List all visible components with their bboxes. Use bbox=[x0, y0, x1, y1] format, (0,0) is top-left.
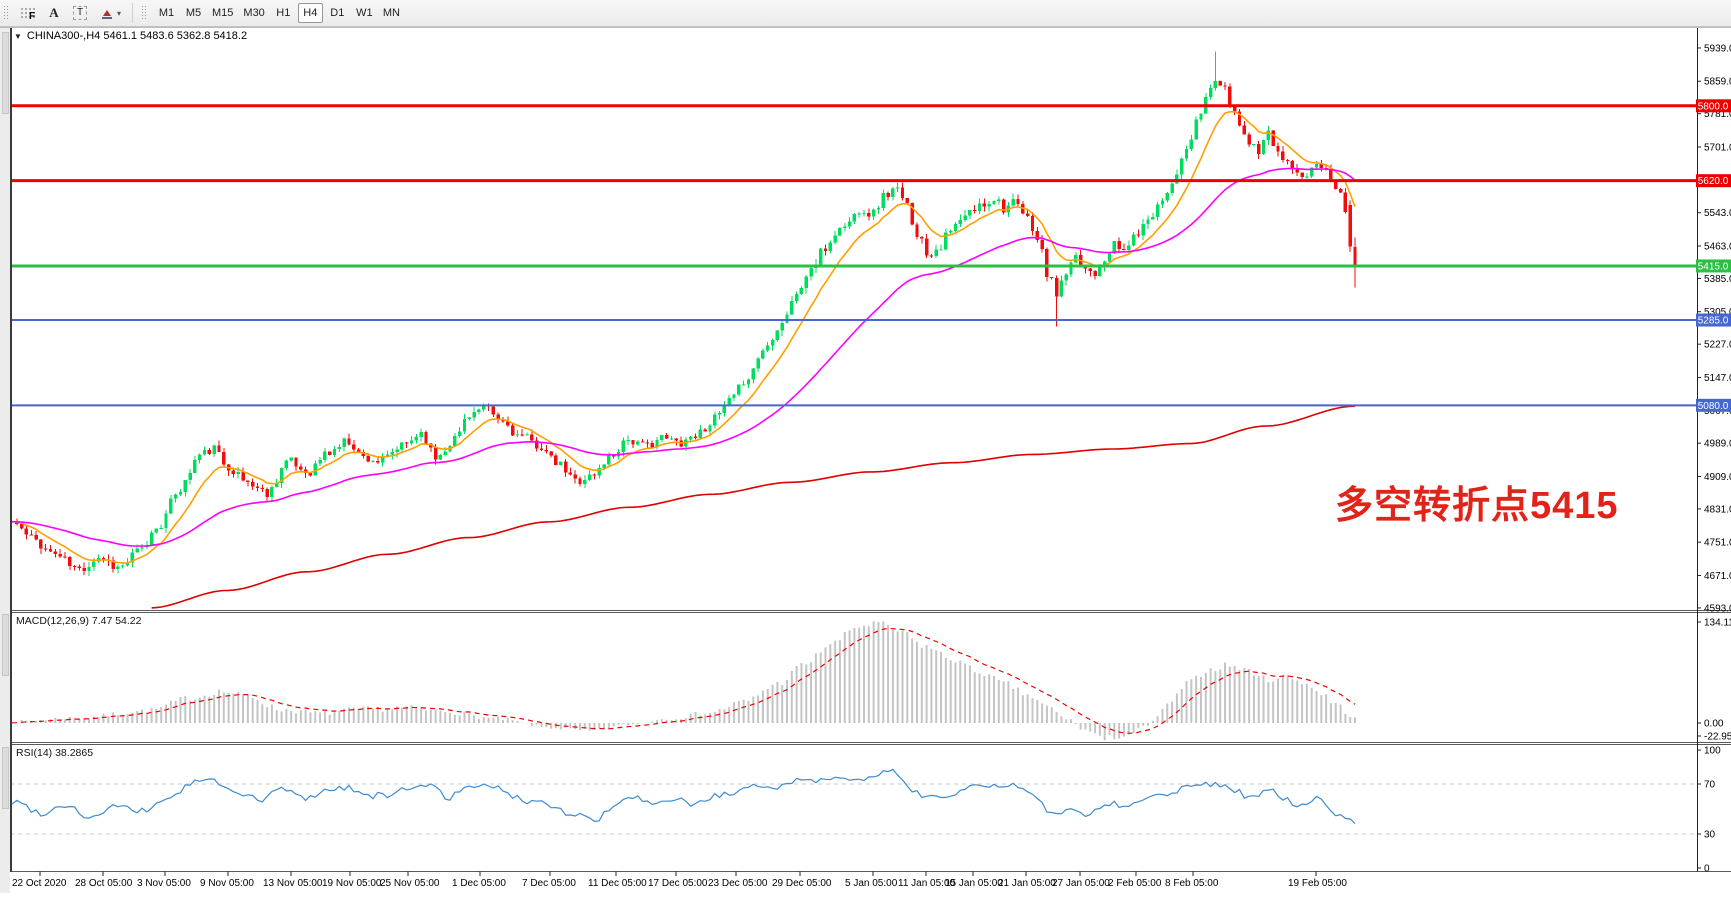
moving-averages-layer bbox=[11, 110, 1356, 609]
svg-text:5463.0: 5463.0 bbox=[1704, 241, 1731, 252]
svg-text:F: F bbox=[29, 11, 35, 20]
svg-text:5620.0: 5620.0 bbox=[1698, 176, 1729, 187]
svg-text:100: 100 bbox=[1704, 746, 1721, 757]
svg-text:29 Dec 05:00: 29 Dec 05:00 bbox=[772, 878, 832, 889]
timeframe-h1-button[interactable]: H1 bbox=[271, 3, 296, 23]
svg-text:4989.0: 4989.0 bbox=[1704, 439, 1731, 450]
ma-mid-line bbox=[11, 167, 1356, 547]
svg-text:3 Nov 05:00: 3 Nov 05:00 bbox=[137, 878, 191, 889]
chart-area: 5939.0 5859.0 5781.0 5701.0 5543.0 5463.0 5385… bbox=[10, 28, 1731, 893]
svg-text:19 Feb 05:00: 19 Feb 05:00 bbox=[1288, 878, 1347, 889]
svg-text:0.00: 0.00 bbox=[1704, 719, 1724, 730]
svg-text:5227.0: 5227.0 bbox=[1704, 340, 1731, 351]
svg-text:5147.0: 5147.0 bbox=[1704, 373, 1731, 384]
arrows-tool-button[interactable]: ▾ bbox=[93, 2, 127, 24]
rsi-pane bbox=[10, 768, 1697, 835]
macd-signal-line bbox=[12, 627, 1356, 734]
svg-text:5305.0: 5305.0 bbox=[1704, 307, 1731, 318]
window-border bbox=[0, 27, 1731, 28]
rsi-line bbox=[11, 768, 1356, 825]
svg-text:5939.0: 5939.0 bbox=[1704, 43, 1731, 54]
svg-text:13 Nov 05:00: 13 Nov 05:00 bbox=[263, 878, 323, 889]
svg-text:5859.0: 5859.0 bbox=[1704, 77, 1731, 88]
svg-text:5701.0: 5701.0 bbox=[1704, 142, 1731, 153]
label-tool-button[interactable]: T bbox=[67, 2, 93, 24]
svg-text:4593.0: 4593.0 bbox=[1704, 603, 1731, 614]
timeframe-h4-button[interactable]: H4 bbox=[297, 3, 323, 23]
svg-text:5285.0: 5285.0 bbox=[1698, 316, 1729, 327]
ma-fast-line bbox=[11, 110, 1356, 564]
text-tool-icon: A bbox=[49, 5, 59, 20]
annotation-text[interactable]: 多空转折点5415 bbox=[1335, 485, 1619, 527]
chart-title-text: CHINA300-,H4 5461.1 5483.6 5362.8 5418.2 bbox=[26, 30, 248, 42]
timeframe-m1-button[interactable]: M1 bbox=[154, 3, 179, 23]
svg-text:5543.0: 5543.0 bbox=[1704, 208, 1731, 219]
svg-text:15 Jan 05:00: 15 Jan 05:00 bbox=[945, 878, 1003, 889]
svg-text:4751.0: 4751.0 bbox=[1704, 538, 1731, 549]
svg-text:7 Dec 05:00: 7 Dec 05:00 bbox=[522, 878, 576, 889]
svg-text:22 Oct 2020: 22 Oct 2020 bbox=[12, 878, 67, 889]
svg-text:4831.0: 4831.0 bbox=[1704, 504, 1731, 515]
svg-text:1 Dec 05:00: 1 Dec 05:00 bbox=[452, 878, 506, 889]
svg-text:-22.95: -22.95 bbox=[1704, 732, 1731, 743]
timeframe-m15-button[interactable]: M15 bbox=[208, 3, 237, 23]
timeframe-mn-button[interactable]: MN bbox=[379, 3, 404, 23]
horizontal-lines-layer bbox=[10, 104, 1697, 407]
svg-text:11 Jan 05:00: 11 Jan 05:00 bbox=[898, 878, 956, 889]
rsi-indicator-label: RSI(14) 38.2865 bbox=[16, 747, 94, 759]
svg-text:17 Dec 05:00: 17 Dec 05:00 bbox=[648, 878, 708, 889]
chevron-down-icon: ▾ bbox=[116, 8, 121, 18]
toolbar: F A T ▾ M1 M5 M15 M30 H1 H4 D1 W1 MN bbox=[0, 0, 1731, 27]
svg-text:134.11: 134.11 bbox=[1704, 618, 1731, 629]
toolbar-grip-2[interactable] bbox=[141, 5, 147, 21]
ma-slow-line bbox=[151, 405, 1356, 609]
svg-text:11 Dec 05:00: 11 Dec 05:00 bbox=[588, 878, 647, 889]
chart-title: ▼ CHINA300-,H4 5461.1 5483.6 5362.8 5418… bbox=[14, 30, 247, 42]
pane-grip-main[interactable] bbox=[2, 32, 9, 114]
pane-grip-macd[interactable] bbox=[2, 614, 9, 676]
fibonacci-lines-icon: F bbox=[21, 8, 35, 20]
text-tool-button[interactable]: A bbox=[41, 2, 67, 24]
svg-text:27 Jan 05:00: 27 Jan 05:00 bbox=[1052, 878, 1110, 889]
timeframe-d1-button[interactable]: D1 bbox=[325, 3, 350, 23]
svg-text:21 Jan 05:00: 21 Jan 05:00 bbox=[998, 878, 1056, 889]
svg-text:23 Dec 05:00: 23 Dec 05:00 bbox=[708, 878, 768, 889]
timeframe-w1-button[interactable]: W1 bbox=[352, 3, 377, 23]
toolbar-separator bbox=[132, 3, 133, 23]
svg-text:9 Nov 05:00: 9 Nov 05:00 bbox=[200, 878, 254, 889]
svg-text:19 Nov 05:00: 19 Nov 05:00 bbox=[322, 878, 382, 889]
svg-text:5080.0: 5080.0 bbox=[1698, 401, 1729, 412]
timeframe-m30-button[interactable]: M30 bbox=[239, 3, 268, 23]
timeframe-m5-button[interactable]: M5 bbox=[181, 3, 206, 23]
svg-text:30: 30 bbox=[1704, 830, 1716, 841]
svg-text:28 Oct 05:00: 28 Oct 05:00 bbox=[75, 878, 133, 889]
svg-text:0: 0 bbox=[1704, 864, 1710, 875]
toolbar-grip[interactable] bbox=[3, 5, 9, 21]
svg-text:5415.0: 5415.0 bbox=[1698, 261, 1729, 272]
macd-indicator-label: MACD(12,26,9) 7.47 54.22 bbox=[16, 615, 142, 627]
svg-text:5800.0: 5800.0 bbox=[1698, 101, 1729, 112]
label-tool-icon: T bbox=[72, 6, 88, 20]
chart-canvas[interactable]: 5939.0 5859.0 5781.0 5701.0 5543.0 5463.0 5385… bbox=[10, 28, 1731, 893]
svg-text:8 Feb 05:00: 8 Feb 05:00 bbox=[1165, 878, 1219, 889]
svg-text:4909.0: 4909.0 bbox=[1704, 472, 1731, 483]
date-axis: 22 Oct 2020 28 Oct 05:00 3 Nov 05:00 9 Nov … bbox=[12, 871, 1347, 889]
fibonacci-tool-button[interactable]: F bbox=[15, 2, 41, 24]
svg-text:70: 70 bbox=[1704, 780, 1716, 791]
svg-text:5781.0: 5781.0 bbox=[1704, 109, 1731, 120]
svg-text:2 Feb 05:00: 2 Feb 05:00 bbox=[1108, 878, 1162, 889]
svg-text:5385.0: 5385.0 bbox=[1704, 274, 1731, 285]
svg-text:25 Nov 05:00: 25 Nov 05:00 bbox=[380, 878, 440, 889]
macd-pane bbox=[11, 621, 1356, 741]
arrows-icon bbox=[101, 10, 112, 19]
pane-grip-rsi[interactable] bbox=[2, 747, 9, 809]
price-axis: 5939.0 5859.0 5781.0 5701.0 5543.0 5463.0 5385… bbox=[10, 28, 1731, 875]
svg-text:4671.0: 4671.0 bbox=[1704, 571, 1731, 582]
svg-text:5 Jan 05:00: 5 Jan 05:00 bbox=[845, 878, 898, 889]
chevron-down-icon[interactable]: ▼ bbox=[14, 31, 22, 41]
